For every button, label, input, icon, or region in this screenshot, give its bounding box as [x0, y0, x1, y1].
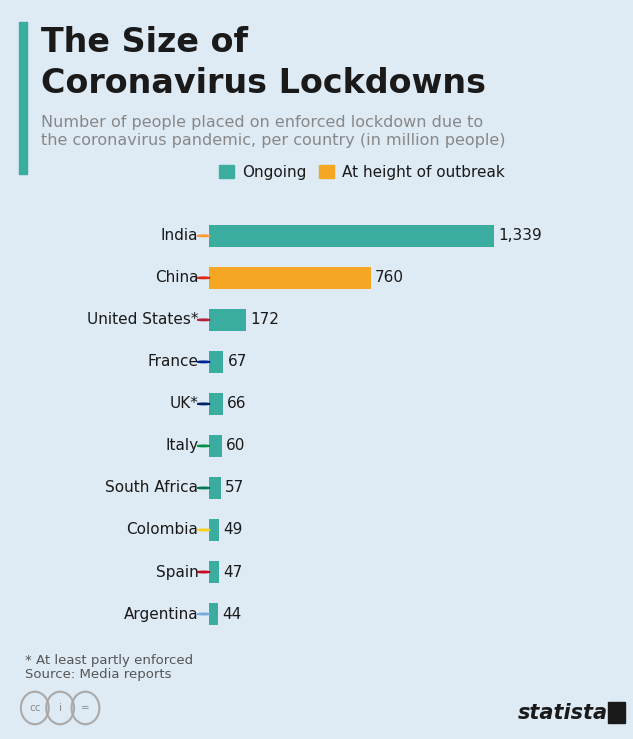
- Text: Coronavirus Lockdowns: Coronavirus Lockdowns: [41, 67, 486, 100]
- Bar: [209, 435, 222, 457]
- Text: Number of people placed on enforced lockdown due to: Number of people placed on enforced lock…: [41, 115, 483, 129]
- Bar: [209, 267, 371, 289]
- Text: 57: 57: [225, 480, 244, 495]
- Circle shape: [197, 487, 210, 488]
- Text: 172: 172: [250, 313, 279, 327]
- Circle shape: [197, 235, 210, 236]
- Circle shape: [197, 445, 210, 446]
- Text: 67: 67: [227, 355, 247, 370]
- Circle shape: [197, 319, 210, 321]
- Text: 49: 49: [223, 522, 243, 537]
- Text: i: i: [59, 703, 61, 713]
- Bar: [209, 393, 223, 415]
- Text: 760: 760: [375, 270, 404, 285]
- Circle shape: [197, 403, 210, 405]
- Legend: Ongoing, At height of outbreak: Ongoing, At height of outbreak: [213, 159, 510, 185]
- Circle shape: [197, 529, 210, 531]
- Text: The Size of: The Size of: [41, 26, 248, 59]
- Bar: [209, 225, 494, 247]
- Text: cc: cc: [29, 703, 41, 713]
- Text: 60: 60: [226, 438, 246, 454]
- Text: China: China: [155, 270, 199, 285]
- Text: Spain: Spain: [156, 565, 199, 579]
- Circle shape: [197, 571, 210, 573]
- Bar: [209, 603, 218, 625]
- Text: 1,339: 1,339: [499, 228, 542, 243]
- Text: Argentina: Argentina: [124, 607, 199, 621]
- Text: France: France: [147, 355, 199, 370]
- Text: UK*: UK*: [170, 396, 199, 412]
- Circle shape: [197, 361, 210, 363]
- Text: the coronavirus pandemic, per country (in million people): the coronavirus pandemic, per country (i…: [41, 133, 506, 148]
- Text: 66: 66: [227, 396, 247, 412]
- Text: Colombia: Colombia: [127, 522, 199, 537]
- Bar: [209, 561, 219, 583]
- Text: Italy: Italy: [165, 438, 199, 454]
- Text: statista: statista: [518, 703, 608, 723]
- Text: South Africa: South Africa: [106, 480, 199, 495]
- Bar: [209, 351, 223, 372]
- Bar: [209, 519, 219, 541]
- Text: India: India: [161, 228, 199, 243]
- Text: Source: Media reports: Source: Media reports: [25, 668, 172, 681]
- Text: United States*: United States*: [87, 313, 199, 327]
- Circle shape: [197, 277, 210, 279]
- Text: * At least partly enforced: * At least partly enforced: [25, 654, 194, 667]
- Text: =: =: [81, 703, 90, 713]
- Text: 47: 47: [223, 565, 242, 579]
- Bar: [209, 477, 221, 499]
- Bar: [209, 309, 246, 331]
- Text: 44: 44: [223, 607, 242, 621]
- Circle shape: [197, 613, 210, 615]
